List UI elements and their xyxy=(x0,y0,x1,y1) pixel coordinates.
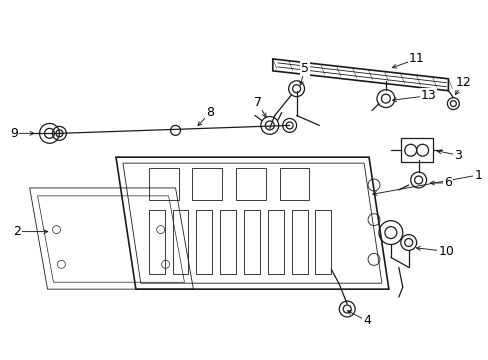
Bar xyxy=(172,210,188,274)
Text: 4: 4 xyxy=(363,314,370,327)
Bar xyxy=(244,210,259,274)
Bar xyxy=(148,168,178,200)
Bar xyxy=(267,210,283,274)
Bar xyxy=(400,138,432,162)
Bar xyxy=(196,210,212,274)
Text: 3: 3 xyxy=(453,149,461,162)
Bar xyxy=(220,210,236,274)
Text: 10: 10 xyxy=(438,245,453,258)
Bar xyxy=(291,210,307,274)
Bar xyxy=(279,168,309,200)
Text: 8: 8 xyxy=(206,106,214,119)
Text: 5: 5 xyxy=(300,62,308,75)
Text: 2: 2 xyxy=(13,225,20,238)
Text: 1: 1 xyxy=(473,168,481,181)
Text: 13: 13 xyxy=(420,89,436,102)
Text: 9: 9 xyxy=(10,127,18,140)
Bar xyxy=(192,168,222,200)
Text: 12: 12 xyxy=(454,76,470,89)
Text: 7: 7 xyxy=(253,96,262,109)
Bar xyxy=(148,210,164,274)
Text: 11: 11 xyxy=(408,53,424,66)
Bar xyxy=(236,168,265,200)
Text: 6: 6 xyxy=(444,176,451,189)
Bar xyxy=(315,210,331,274)
